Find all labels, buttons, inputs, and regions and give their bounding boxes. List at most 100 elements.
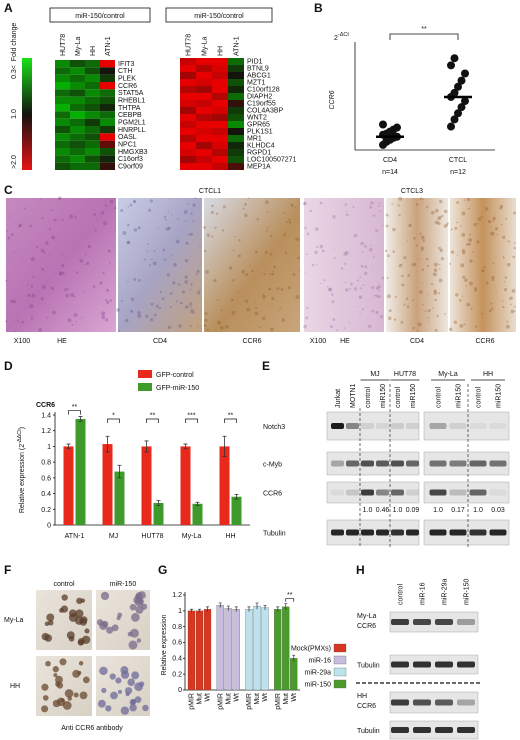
tissue-texture (403, 256, 407, 260)
tissue-texture (181, 290, 185, 294)
tissue-texture (177, 283, 181, 286)
legend-swatch (138, 370, 152, 378)
band-ratio: 1.0 (433, 507, 443, 514)
heatmap-cell (228, 93, 244, 100)
tissue-texture (38, 328, 43, 333)
heatmap-cell (180, 135, 196, 142)
heatmap-cell (85, 89, 100, 97)
tissue-texture (64, 288, 68, 292)
tissue-texture (510, 303, 512, 306)
heatmap-cell (70, 82, 85, 90)
tissue-texture (427, 309, 431, 313)
heatmap-cell (196, 93, 212, 100)
cell (55, 681, 61, 687)
histology-image (204, 198, 300, 332)
blot-strip (389, 720, 479, 740)
blot-band (413, 699, 431, 706)
tissue-texture (48, 228, 51, 231)
heatmap-cell (228, 72, 244, 79)
tissue-texture (461, 211, 466, 216)
y-tick-label: 1.2 (172, 592, 182, 599)
tissue-texture (476, 240, 480, 244)
tissue-texture (185, 241, 189, 245)
tissue-texture (208, 235, 210, 238)
significance: ** (150, 413, 156, 420)
tissue-texture (466, 302, 471, 307)
legend-label: GFP-miR-150 (156, 385, 199, 392)
gene-label: MZT1 (247, 80, 265, 87)
error-bar (144, 440, 149, 453)
tissue-texture (148, 208, 152, 212)
bar (203, 609, 212, 691)
tissue-texture (306, 232, 310, 236)
error-bar (226, 605, 230, 611)
significance: * (112, 413, 115, 420)
cell (129, 603, 137, 611)
tissue-texture (73, 312, 78, 317)
tissue-texture (69, 214, 74, 219)
legend-swatch (333, 667, 347, 677)
heatmap-cell (55, 67, 70, 75)
tissue-texture (315, 263, 318, 266)
tissue-texture (370, 201, 374, 205)
tissue-texture (186, 202, 189, 205)
tissue-texture (7, 236, 11, 240)
x-tick-label: pMIR (275, 693, 282, 710)
gene-label: PGM2L1 (118, 120, 146, 127)
band-ratio: 0.17 (451, 507, 465, 514)
heatmap-cell (180, 86, 196, 93)
tissue-texture (176, 300, 179, 303)
tissue-texture (500, 204, 504, 208)
cell (42, 695, 49, 701)
x-tick-label: pMIR (189, 693, 196, 710)
tissue-texture (162, 248, 166, 252)
blot-band (429, 423, 447, 429)
tissue-texture (450, 250, 455, 254)
error-bar (234, 606, 238, 612)
cell (97, 699, 106, 708)
blot-band (391, 619, 409, 625)
tissue-texture (500, 223, 503, 226)
ihc-row: HH (10, 683, 20, 690)
tissue-texture (104, 299, 107, 301)
tissue-texture (437, 216, 442, 221)
tissue-texture (422, 282, 424, 284)
tissue-texture (270, 272, 274, 276)
tissue-texture (127, 240, 131, 244)
tissue-texture (439, 268, 441, 270)
tissue-texture (421, 268, 425, 271)
point (461, 97, 469, 106)
tissue-texture (211, 235, 214, 238)
cell (53, 673, 58, 678)
tissue-texture (409, 223, 412, 226)
panel-label: F (4, 563, 11, 577)
heatmap-cell (70, 155, 85, 163)
tissue-texture (360, 264, 364, 268)
heatmap-cell (196, 79, 212, 86)
band-ratio: 0.03 (491, 507, 505, 514)
tissue-texture (348, 321, 350, 323)
tissue-texture (242, 207, 245, 210)
gene-label: ABCG1 (247, 73, 271, 80)
tissue-texture (343, 251, 348, 256)
cell (64, 689, 74, 698)
tissue-texture (461, 232, 466, 237)
tissue-texture (32, 275, 35, 278)
heatmap-cell (55, 82, 70, 90)
tissue-texture (151, 258, 153, 261)
tissue-texture (258, 326, 261, 329)
ihc-caption: Anti CCR6 antibody (61, 725, 123, 732)
lane-label: control (398, 584, 405, 605)
tissue-texture (120, 209, 124, 213)
tissue-texture (474, 289, 477, 292)
tissue-texture (104, 204, 108, 207)
tissue-texture (350, 282, 353, 286)
tissue-texture (170, 291, 173, 295)
blot-strip (389, 611, 479, 633)
tissue-texture (340, 267, 344, 270)
tissue-texture (271, 296, 275, 301)
tissue-texture (349, 287, 352, 290)
heatmap-cell (85, 126, 100, 134)
tissue-texture (10, 299, 14, 303)
cell (135, 594, 140, 599)
